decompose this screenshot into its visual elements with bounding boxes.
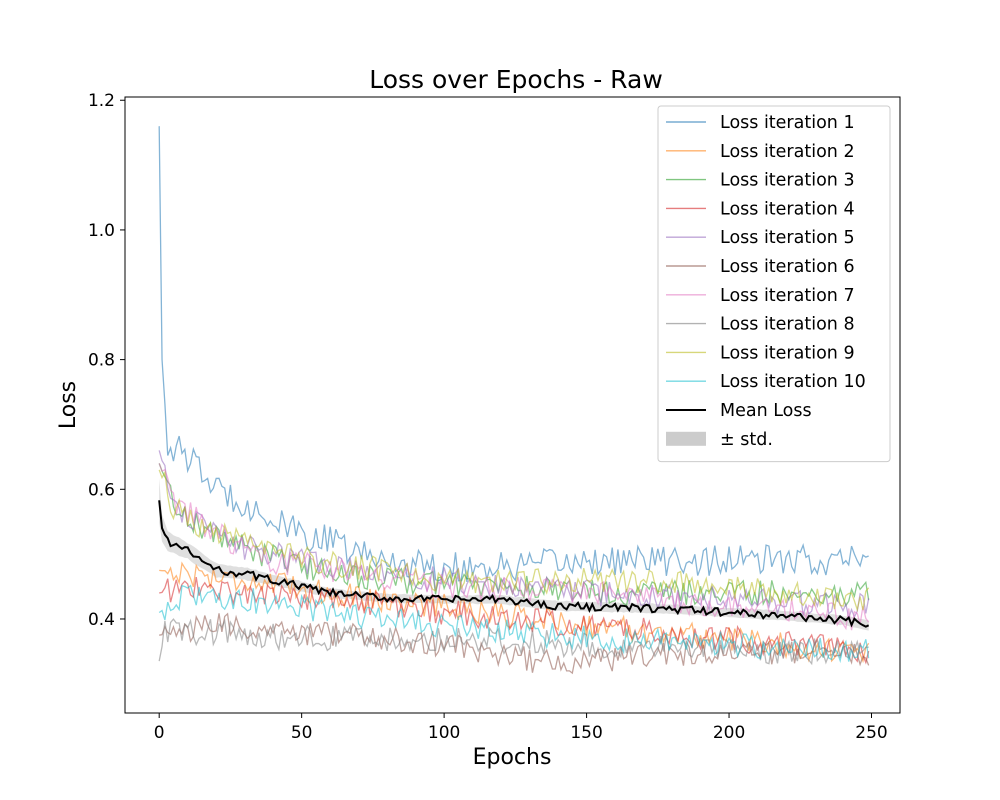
legend-label-1: Loss iteration 1 — [720, 113, 855, 133]
y-tick-label: 0.4 — [88, 610, 115, 630]
std-band — [159, 478, 869, 631]
x-tick-label: 200 — [713, 723, 745, 743]
legend-label-12: ± std. — [720, 430, 773, 450]
legend-label-6: Loss iteration 6 — [720, 257, 855, 277]
series-line-9 — [158, 469, 870, 613]
series-line-10 — [158, 584, 870, 664]
legend-label-3: Loss iteration 3 — [720, 171, 855, 191]
y-tick-label: 0.8 — [88, 351, 115, 371]
series-line-6 — [159, 612, 870, 675]
legend-label-7: Loss iteration 7 — [720, 286, 855, 306]
y-tick-label: 0.6 — [88, 480, 115, 500]
legend-label-4: Loss iteration 4 — [720, 199, 855, 219]
plot-frame — [124, 96, 901, 714]
y-axis: 0.4 0.6 0.8 1.0 1.2 — [88, 91, 125, 630]
x-axis-label: Epochs — [473, 745, 552, 770]
legend-box — [657, 105, 891, 463]
x-tick-label: 100 — [428, 723, 460, 743]
x-tick-label: 50 — [291, 723, 313, 743]
y-axis-label: Loss — [56, 381, 81, 429]
mean-line — [158, 500, 870, 628]
legend: Loss iteration 1 Loss iteration 2 Loss ite… — [657, 105, 891, 463]
series-group — [158, 126, 870, 675]
legend-swatch-std — [666, 431, 706, 446]
x-tick-label: 150 — [570, 723, 602, 743]
legend-label-10: Loss iteration 10 — [720, 372, 866, 392]
x-tick-label: 250 — [855, 723, 887, 743]
legend-label-9: Loss iteration 9 — [720, 343, 855, 363]
chart-title: Loss over Epochs - Raw — [369, 65, 663, 94]
x-tick-label: 0 — [154, 723, 165, 743]
legend-label-11: Mean Loss — [720, 401, 812, 421]
legend-label-8: Loss iteration 8 — [720, 315, 855, 335]
x-axis: 0 50 100 150 200 250 — [154, 713, 888, 743]
legend-label-5: Loss iteration 5 — [720, 228, 855, 248]
series-line-8 — [158, 618, 869, 666]
y-tick-label: 1.2 — [88, 91, 115, 111]
series-line-2 — [159, 561, 870, 664]
series-line-7 — [158, 463, 870, 631]
series-line-1 — [158, 126, 869, 582]
y-tick-label: 1.0 — [88, 221, 115, 241]
series-line-5 — [158, 450, 870, 621]
legend-label-2: Loss iteration 2 — [720, 142, 855, 162]
